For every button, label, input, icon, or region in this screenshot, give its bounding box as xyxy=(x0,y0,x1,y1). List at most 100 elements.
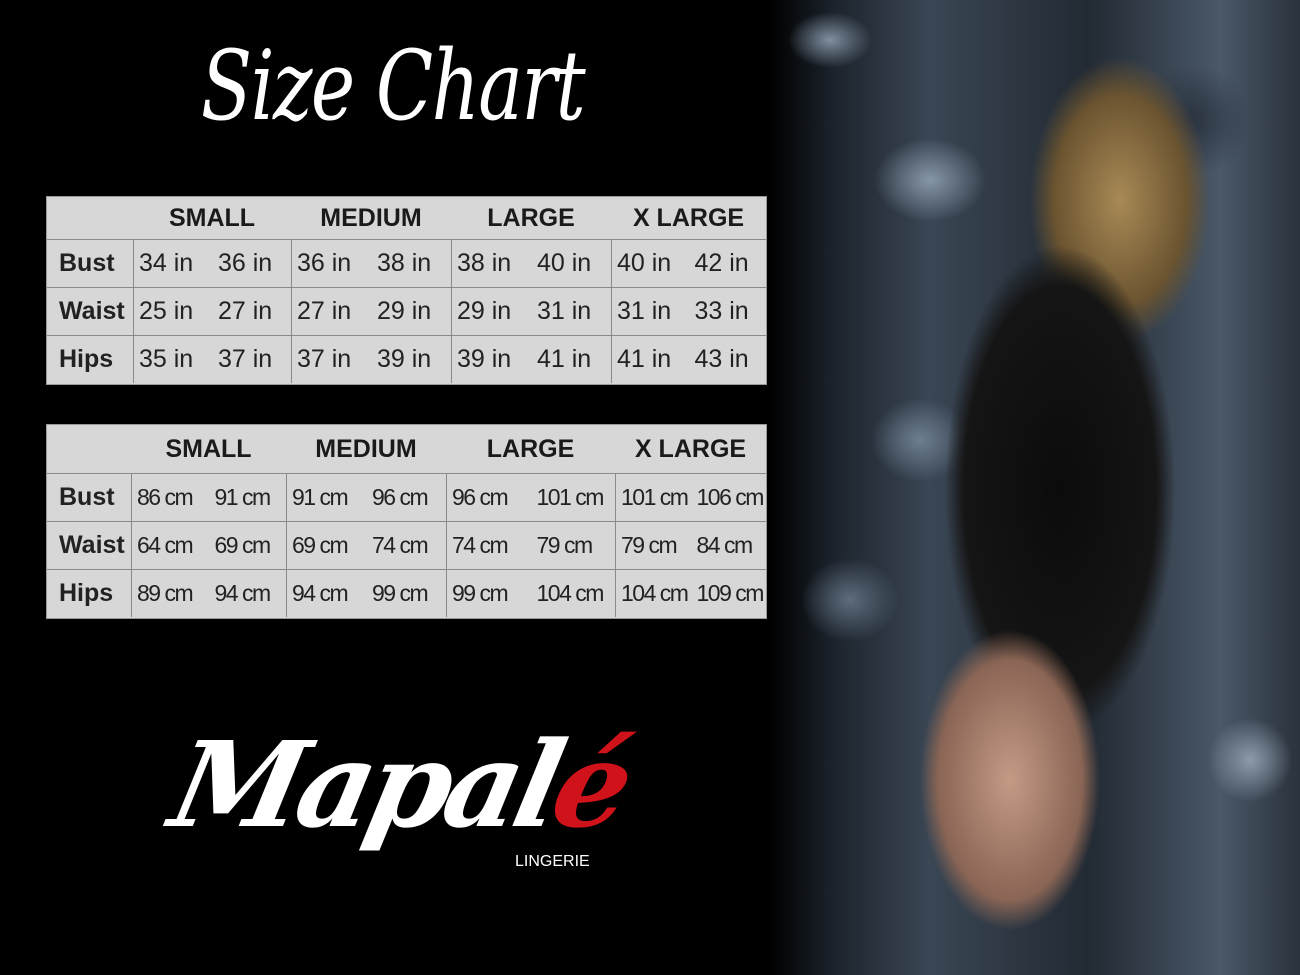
size-table-centimeters: SMALL MEDIUM LARGE X LARGE Bust 86 cm 91 cm 91 … xyxy=(46,424,767,619)
size-header-large: LARGE xyxy=(486,434,575,463)
size-header-medium: MEDIUM xyxy=(315,434,417,463)
column-divider xyxy=(451,336,452,383)
column-divider xyxy=(133,336,134,383)
column-divider xyxy=(291,336,292,383)
measurement-row-waist: Waist 25 in 27 in 27 in 29 in 29 in 31 in 31 in… xyxy=(47,287,766,335)
size-max-value: 69 cm xyxy=(214,532,272,558)
measurement-label: Bust xyxy=(59,483,115,511)
size-min-value: 27 in xyxy=(297,297,352,325)
size-header-small: SMALL xyxy=(168,203,256,232)
column-divider xyxy=(451,240,452,287)
size-max-value: 96 cm xyxy=(372,484,429,510)
column-divider xyxy=(615,474,616,521)
column-divider xyxy=(131,570,132,617)
size-min-value: 37 in xyxy=(297,345,352,373)
size-min-value: 39 in xyxy=(457,345,512,373)
column-divider xyxy=(286,570,287,617)
size-header-large: LARGE xyxy=(487,203,575,232)
column-divider xyxy=(446,570,447,617)
size-min-value: 74 cm xyxy=(452,532,509,558)
size-min-value: 94 cm xyxy=(292,580,349,606)
measurement-label: Bust xyxy=(59,249,115,277)
column-divider xyxy=(291,240,292,287)
model-photo-legs xyxy=(880,580,1140,975)
size-max-value: 40 in xyxy=(537,249,592,277)
column-divider xyxy=(611,336,612,383)
size-min-value: 91 cm xyxy=(292,484,349,510)
column-divider xyxy=(286,522,287,569)
size-max-value: 94 cm xyxy=(214,580,272,606)
size-min-value: 25 in xyxy=(139,297,194,325)
brand-logo: Mapalé LINGERIE xyxy=(160,715,639,885)
size-min-value: 64 cm xyxy=(137,532,194,558)
size-min-value: 104 cm xyxy=(621,580,689,606)
measurement-row-waist: Waist 64 cm 69 cm 69 cm 74 cm 74 cm 79 cm 79 cm… xyxy=(47,521,766,569)
size-min-value: 96 cm xyxy=(452,484,509,510)
size-header-medium: MEDIUM xyxy=(320,203,422,232)
size-max-value: 43 in xyxy=(694,345,749,373)
size-header-small: SMALL xyxy=(165,434,252,463)
logo-script-main: Mapal xyxy=(160,715,571,854)
column-divider xyxy=(131,474,132,521)
size-min-value: 86 cm xyxy=(137,484,194,510)
column-divider xyxy=(611,288,612,335)
size-min-value: 38 in xyxy=(457,249,512,277)
size-min-value: 29 in xyxy=(457,297,512,325)
measurement-row-hips: Hips 89 cm 94 cm 94 cm 99 cm 99 cm 104 cm 104 c… xyxy=(47,569,766,617)
measurement-label: Hips xyxy=(59,345,114,373)
size-max-value: 33 in xyxy=(694,297,749,325)
size-min-value: 101 cm xyxy=(621,484,689,510)
size-table-inches: SMALL MEDIUM LARGE X LARGE Bust 34 in 36 in 36 … xyxy=(46,196,767,385)
size-max-value: 36 in xyxy=(218,249,273,277)
column-divider xyxy=(451,288,452,335)
size-min-value: 31 in xyxy=(617,297,672,325)
logo-subtitle: LINGERIE xyxy=(515,853,590,870)
size-max-value: 104 cm xyxy=(536,580,605,606)
size-max-value: 91 cm xyxy=(214,484,272,510)
logo-script: Mapalé xyxy=(160,715,639,854)
measurement-row-bust: Bust 34 in 36 in 36 in 38 in 38 in 40 in 40 in 4… xyxy=(47,239,766,287)
measurement-label: Waist xyxy=(59,531,125,559)
size-max-value: 106 cm xyxy=(696,484,765,510)
size-min-value: 40 in xyxy=(617,249,672,277)
size-max-value: 99 cm xyxy=(372,580,429,606)
column-divider xyxy=(133,240,134,287)
size-max-value: 84 cm xyxy=(696,532,754,558)
measurement-label: Waist xyxy=(59,297,125,325)
column-divider xyxy=(131,522,132,569)
header-row: SMALL MEDIUM LARGE X LARGE xyxy=(47,425,766,473)
column-divider xyxy=(446,522,447,569)
size-min-value: 99 cm xyxy=(452,580,509,606)
size-min-value: 34 in xyxy=(139,249,194,277)
size-max-value: 38 in xyxy=(377,249,432,277)
size-max-value: 27 in xyxy=(218,297,273,325)
size-max-value: 29 in xyxy=(377,297,432,325)
page-title: Size Chart xyxy=(200,30,586,142)
column-divider xyxy=(446,474,447,521)
measurement-row-bust: Bust 86 cm 91 cm 91 cm 96 cm 96 cm 101 cm 101 c… xyxy=(47,473,766,521)
column-divider xyxy=(286,474,287,521)
size-min-value: 69 cm xyxy=(292,532,349,558)
size-min-value: 89 cm xyxy=(137,580,194,606)
size-max-value: 31 in xyxy=(537,297,592,325)
size-min-value: 41 in xyxy=(617,345,672,373)
column-divider xyxy=(291,288,292,335)
size-max-value: 101 cm xyxy=(536,484,605,510)
measurement-label: Hips xyxy=(59,579,114,607)
size-max-value: 37 in xyxy=(218,345,273,373)
size-max-value: 109 cm xyxy=(696,580,765,606)
size-header-x-large: X LARGE xyxy=(634,434,747,463)
size-max-value: 74 cm xyxy=(372,532,429,558)
size-min-value: 36 in xyxy=(297,249,352,277)
column-divider xyxy=(615,522,616,569)
measurement-row-hips: Hips 35 in 37 in 37 in 39 in 39 in 41 in 41 in 4… xyxy=(47,335,766,383)
column-divider xyxy=(615,570,616,617)
column-divider xyxy=(611,240,612,287)
header-row: SMALL MEDIUM LARGE X LARGE xyxy=(47,197,766,239)
size-max-value: 39 in xyxy=(377,345,432,373)
size-max-value: 79 cm xyxy=(536,532,594,558)
size-min-value: 79 cm xyxy=(621,532,678,558)
size-max-value: 41 in xyxy=(537,345,592,373)
size-min-value: 35 in xyxy=(139,345,194,373)
size-max-value: 42 in xyxy=(694,249,749,277)
